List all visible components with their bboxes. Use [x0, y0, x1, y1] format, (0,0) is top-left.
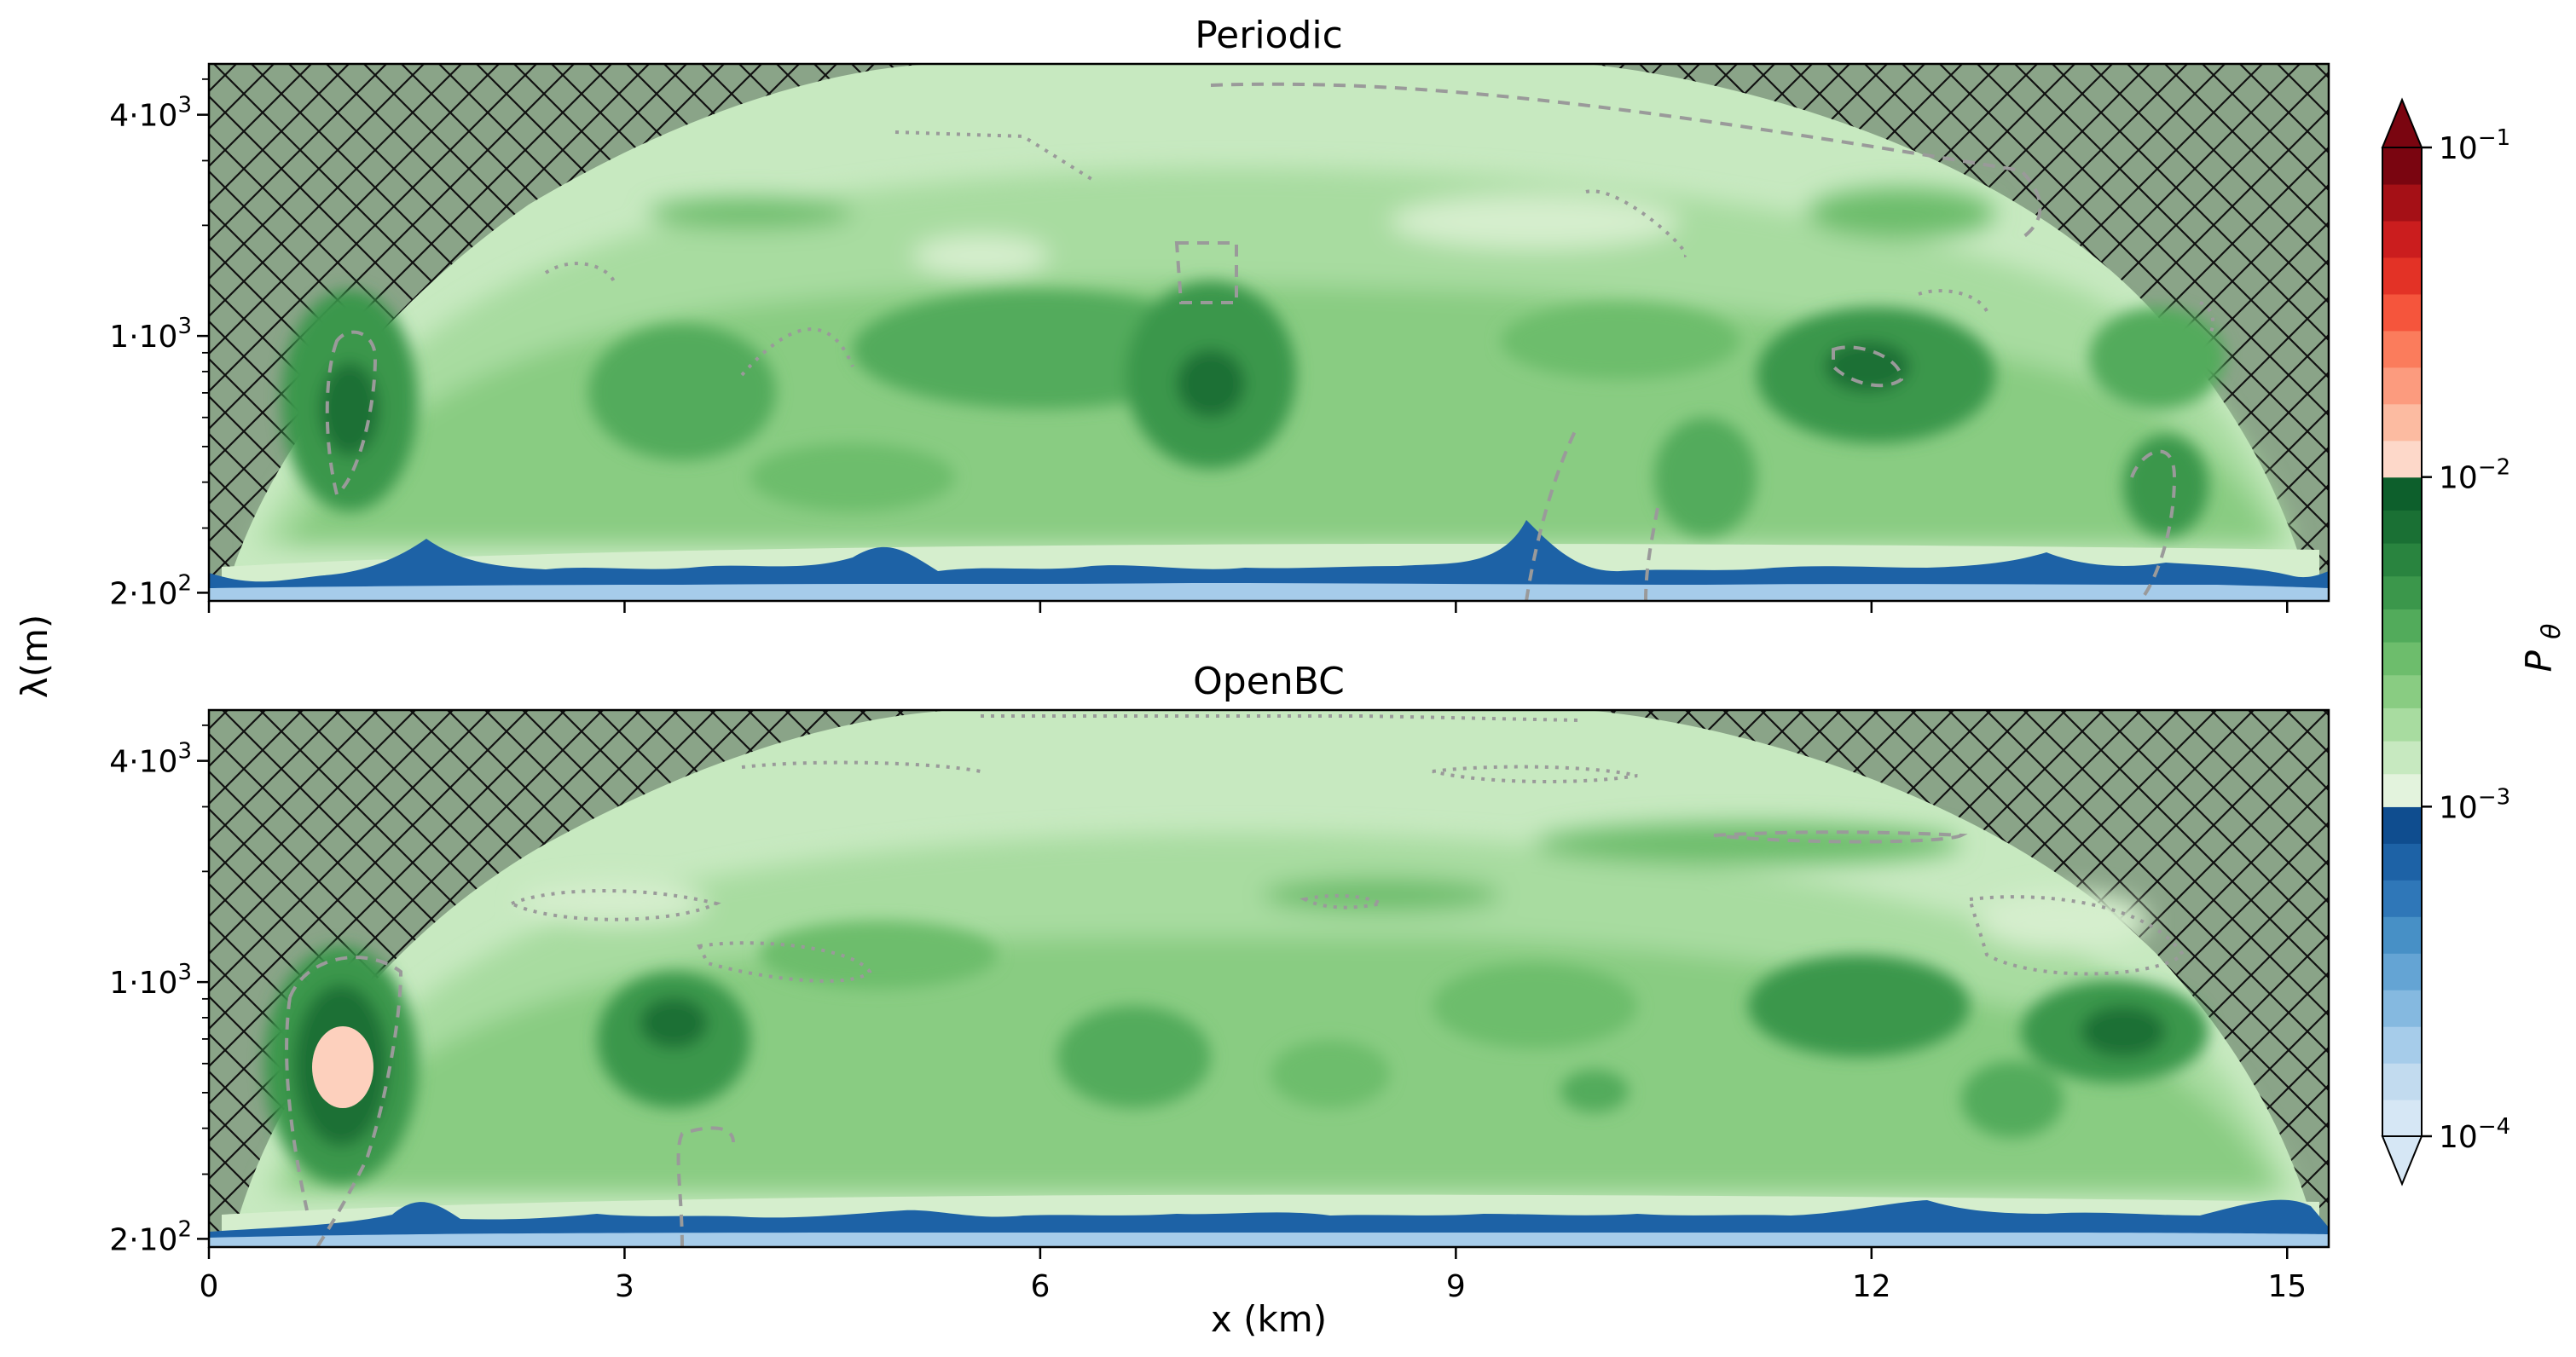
- colorbar-swatch: [2382, 293, 2422, 332]
- contour-lines: [285, 714, 2185, 1247]
- colorbar-swatch: [2382, 220, 2422, 258]
- colorbar-swatch: [2382, 1026, 2422, 1064]
- y-tick-label: 2·102: [109, 570, 192, 611]
- colorbar-blocks: [2381, 97, 2423, 1187]
- contour-lines: [325, 82, 2215, 601]
- colorbar-tick-label: 10−3: [2439, 784, 2510, 825]
- colorbar: 10−1 10−2 10−3 10−4 P θ: [2381, 97, 2567, 1187]
- panel-periodic: Periodic: [109, 14, 2330, 613]
- colorbar-swatch: [2382, 367, 2422, 405]
- colorbar-swatch: [2382, 476, 2422, 511]
- colorbar-frame: [2382, 147, 2423, 1137]
- colorbar-swatch: [2382, 403, 2422, 442]
- field-blue-band: [209, 520, 2329, 601]
- panel-title: Periodic: [1195, 14, 1343, 57]
- colorbar-label: P θ: [2518, 623, 2567, 672]
- field-blue-light: [209, 1233, 2329, 1247]
- colorbar-swatch: [2382, 609, 2422, 643]
- colorbar-swatch: [2382, 880, 2422, 917]
- colorbar-swatch: [2382, 1100, 2422, 1137]
- x-axis-label: x (km): [1211, 1298, 1327, 1340]
- x-tick-label: 6: [1030, 1269, 1050, 1304]
- colorbar-label-subscript: θ: [2537, 623, 2567, 638]
- colorbar-swatch: [2382, 642, 2422, 676]
- panel-title: OpenBC: [1193, 660, 1345, 703]
- heatmap-field: [209, 64, 2329, 601]
- y-tick-label: 4·103: [109, 93, 192, 134]
- y-tick-label: 4·103: [109, 739, 192, 780]
- y-tick-label: 1·103: [109, 314, 192, 355]
- colorbar-tick-label: 10−2: [2439, 455, 2510, 496]
- colorbar-swatch: [2382, 183, 2422, 222]
- colorbar-swatch: [2382, 916, 2422, 954]
- colorbar-swatch: [2382, 330, 2422, 368]
- x-tick-label: 0: [200, 1269, 219, 1304]
- axes-frame: [207, 708, 2330, 1249]
- colorbar-swatch: [2382, 1063, 2422, 1100]
- x-tick-label: 12: [1852, 1269, 1891, 1304]
- field-blue-light: [209, 583, 2329, 601]
- x-tick-label: 15: [2267, 1269, 2307, 1304]
- colorbar-swatch: [2382, 990, 2422, 1027]
- colorbar-swatch: [2382, 843, 2422, 881]
- colorbar-swatch: [2382, 147, 2422, 185]
- y-tick-label: 2·102: [109, 1216, 192, 1257]
- axis-ticks: 0 3 6 9 12 15 2·102 1·103 4·103: [109, 724, 2307, 1304]
- colorbar-max-extend: [2381, 97, 2423, 148]
- panel-openbc: OpenBC: [109, 660, 2330, 1304]
- colorbar-swatch: [2382, 543, 2422, 577]
- colorbar-swatch: [2382, 707, 2422, 742]
- colorbar-swatch: [2382, 741, 2422, 775]
- field-hotspots: [281, 281, 2226, 537]
- y-axis-label: λ(m): [14, 615, 55, 699]
- colorbar-label-text: P: [2518, 650, 2560, 673]
- axes-frame: [207, 62, 2330, 603]
- colorbar-swatch: [2382, 773, 2422, 807]
- colorbar-swatch: [2382, 806, 2422, 844]
- heatmap-field: [209, 710, 2329, 1247]
- y-tick-label: 1·103: [109, 960, 192, 1001]
- colorbar-swatch: [2382, 674, 2422, 708]
- colorbar-swatch: [2382, 510, 2422, 544]
- colorbar-min-extend: [2381, 1135, 2423, 1187]
- colorbar-swatch: [2382, 575, 2422, 609]
- x-tick-label: 3: [615, 1269, 634, 1304]
- colorbar-tick-label: 10−1: [2439, 125, 2510, 166]
- colorbar-tick-label: 10−4: [2439, 1114, 2510, 1155]
- hotspot-red: [312, 1026, 373, 1108]
- colorbar-swatch: [2382, 953, 2422, 990]
- axis-ticks: 2·102 1·103 4·103: [109, 78, 2289, 613]
- x-tick-label: 9: [1446, 1269, 1466, 1304]
- colorbar-swatch: [2382, 440, 2422, 478]
- colorbar-swatch: [2382, 257, 2422, 295]
- colorbar-ticks: 10−1 10−2 10−3 10−4: [2422, 125, 2510, 1155]
